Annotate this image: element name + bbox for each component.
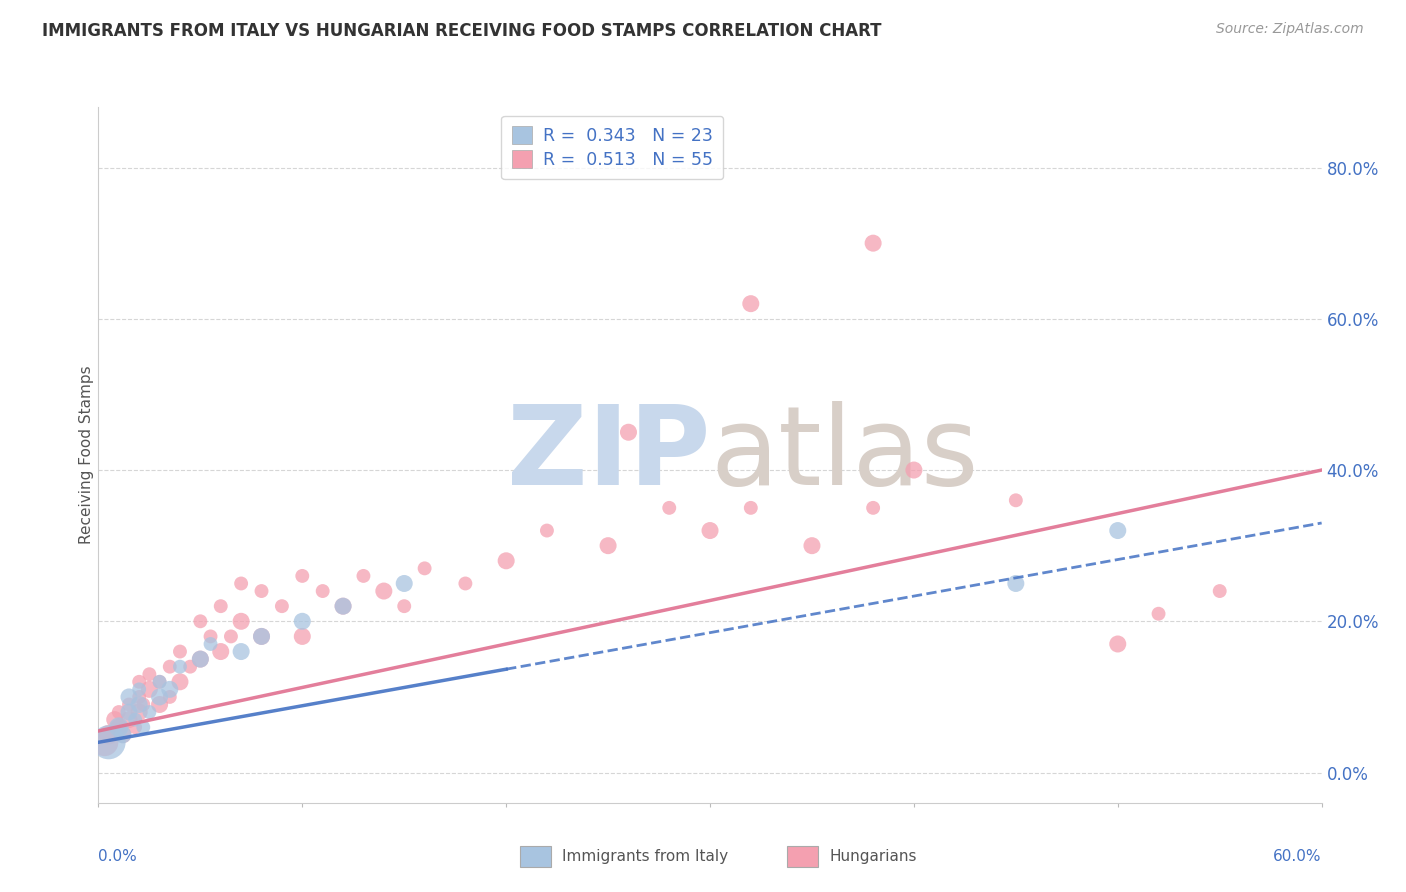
Point bbox=[149, 674, 172, 689]
Point bbox=[149, 698, 172, 712]
Point bbox=[188, 652, 212, 666]
Text: Hungarians: Hungarians bbox=[830, 849, 917, 863]
Point bbox=[188, 615, 212, 629]
Y-axis label: Receiving Food Stamps: Receiving Food Stamps bbox=[79, 366, 94, 544]
Point bbox=[740, 296, 762, 310]
Point bbox=[169, 674, 191, 689]
Point bbox=[118, 705, 141, 719]
Point bbox=[118, 690, 141, 704]
Point bbox=[179, 659, 201, 673]
Point bbox=[149, 690, 172, 704]
Point bbox=[270, 599, 294, 614]
Text: 60.0%: 60.0% bbox=[1274, 849, 1322, 863]
Point bbox=[200, 629, 222, 643]
Point bbox=[1107, 524, 1129, 538]
Point bbox=[111, 728, 134, 742]
Point bbox=[1107, 637, 1129, 651]
Point bbox=[159, 690, 181, 704]
Point bbox=[132, 698, 155, 712]
Point bbox=[392, 576, 416, 591]
Point bbox=[231, 615, 253, 629]
Point bbox=[200, 637, 222, 651]
Point bbox=[392, 599, 416, 614]
Point bbox=[132, 720, 155, 734]
Point bbox=[128, 682, 150, 697]
Point bbox=[108, 720, 131, 734]
Point bbox=[124, 713, 146, 727]
Point bbox=[617, 425, 640, 440]
Point bbox=[169, 659, 191, 673]
Point bbox=[740, 500, 762, 515]
Point bbox=[291, 615, 314, 629]
Point bbox=[699, 524, 721, 538]
Point bbox=[149, 674, 172, 689]
Point bbox=[108, 720, 131, 734]
Point bbox=[1209, 584, 1232, 599]
Point bbox=[188, 652, 212, 666]
Point bbox=[159, 682, 181, 697]
Point bbox=[352, 569, 374, 583]
Point bbox=[108, 705, 131, 719]
Point bbox=[128, 674, 150, 689]
Legend: R =  0.343   N = 23, R =  0.513   N = 55: R = 0.343 N = 23, R = 0.513 N = 55 bbox=[501, 116, 723, 179]
Point bbox=[536, 524, 558, 538]
Point bbox=[862, 500, 884, 515]
Point bbox=[332, 599, 354, 614]
Point bbox=[801, 539, 824, 553]
Point bbox=[250, 584, 273, 599]
Point bbox=[219, 629, 242, 643]
Point bbox=[97, 735, 120, 749]
Point bbox=[128, 705, 150, 719]
Point bbox=[118, 698, 141, 712]
Point bbox=[332, 599, 354, 614]
Point bbox=[658, 500, 681, 515]
Point bbox=[862, 236, 884, 251]
Text: 0.0%: 0.0% bbox=[98, 849, 138, 863]
Point bbox=[159, 659, 181, 673]
Point bbox=[104, 713, 127, 727]
Point bbox=[1147, 607, 1170, 621]
Point bbox=[128, 698, 150, 712]
Point bbox=[312, 584, 335, 599]
Point bbox=[495, 554, 517, 568]
Point bbox=[124, 720, 146, 734]
Point bbox=[454, 576, 477, 591]
Point bbox=[250, 629, 273, 643]
Text: ZIP: ZIP bbox=[506, 401, 710, 508]
Point bbox=[138, 705, 160, 719]
Point bbox=[111, 728, 134, 742]
Point bbox=[250, 629, 273, 643]
Point bbox=[903, 463, 925, 477]
Point bbox=[373, 584, 395, 599]
Point bbox=[291, 569, 314, 583]
Point bbox=[598, 539, 620, 553]
Point bbox=[231, 576, 253, 591]
Text: Source: ZipAtlas.com: Source: ZipAtlas.com bbox=[1216, 22, 1364, 37]
Text: atlas: atlas bbox=[710, 401, 979, 508]
Point bbox=[231, 644, 253, 658]
Point bbox=[291, 629, 314, 643]
Point bbox=[118, 713, 141, 727]
Point bbox=[209, 599, 232, 614]
Point bbox=[128, 690, 150, 704]
Point bbox=[138, 667, 160, 681]
Text: IMMIGRANTS FROM ITALY VS HUNGARIAN RECEIVING FOOD STAMPS CORRELATION CHART: IMMIGRANTS FROM ITALY VS HUNGARIAN RECEI… bbox=[42, 22, 882, 40]
Point bbox=[169, 644, 191, 658]
Point bbox=[1004, 493, 1026, 508]
Point bbox=[138, 682, 160, 697]
Point bbox=[97, 728, 120, 742]
Point bbox=[93, 735, 115, 749]
Point bbox=[209, 644, 232, 658]
Point bbox=[413, 561, 436, 575]
Point bbox=[1004, 576, 1026, 591]
Text: Immigrants from Italy: Immigrants from Italy bbox=[562, 849, 728, 863]
